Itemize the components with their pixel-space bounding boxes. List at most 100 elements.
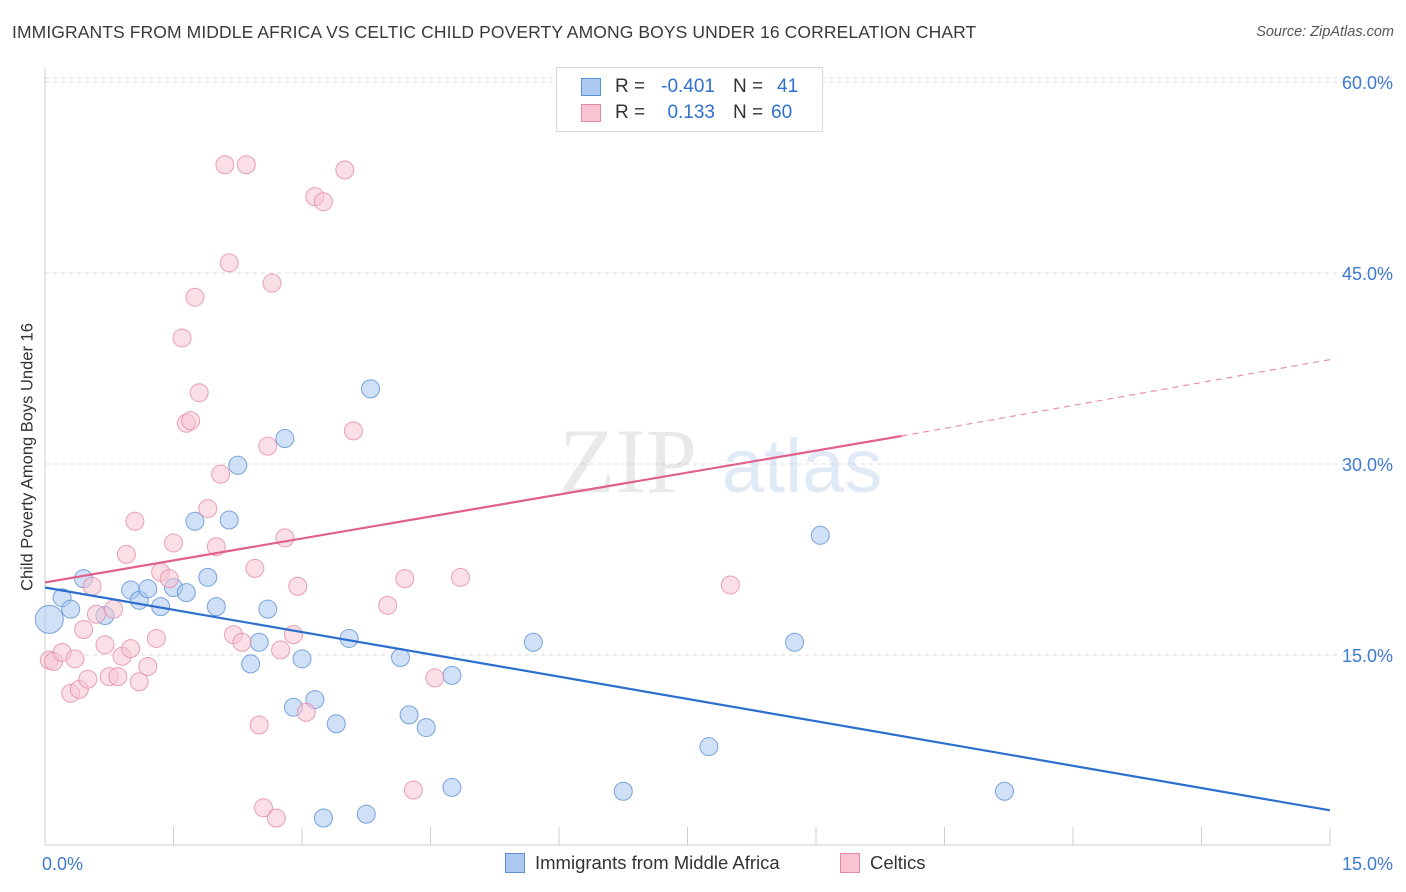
celtics-point xyxy=(720,575,740,595)
legend-n-label: N = xyxy=(733,102,764,123)
y-tick-label: 30.0% xyxy=(1342,455,1393,475)
bottom-legend-swatch-blue xyxy=(505,853,525,873)
celtics-point xyxy=(313,192,333,212)
celtics-point xyxy=(74,620,94,640)
middle-africa-point xyxy=(810,525,830,545)
celtics-point xyxy=(215,155,235,175)
celtics-point xyxy=(343,421,363,441)
celtics-point xyxy=(159,569,179,589)
correlation-legend: R = -0.401 N = 41 R = 0.133 N = 60 xyxy=(556,67,823,132)
middle-africa-point xyxy=(138,579,158,599)
middle-africa-point xyxy=(416,718,436,738)
middle-africa-point xyxy=(523,632,543,652)
celtics-point xyxy=(125,511,145,531)
celtics-point xyxy=(86,604,106,624)
celtics-point xyxy=(296,702,316,722)
celtics-point xyxy=(249,715,269,735)
middle-africa-point xyxy=(249,632,269,652)
x-tick-label: 15.0% xyxy=(1342,854,1393,874)
celtics-point xyxy=(172,328,192,348)
celtics-point xyxy=(275,528,295,548)
bottom-legend-label: Celtics xyxy=(870,852,926,873)
celtics-point xyxy=(198,499,218,519)
middle-africa-point xyxy=(356,804,376,824)
data-points xyxy=(34,155,1014,828)
axes xyxy=(44,68,1331,846)
middle-africa-point xyxy=(361,379,381,399)
celtics-point xyxy=(403,780,423,800)
celtics-point xyxy=(232,632,252,652)
celtics-point xyxy=(288,576,308,596)
trend-lines xyxy=(44,358,1331,812)
middle-africa-point xyxy=(241,654,261,674)
watermark-zip: ZIP xyxy=(559,410,697,512)
bottom-legend-middle-africa: Immigrants from Middle Africa xyxy=(505,852,780,874)
middle-africa-point xyxy=(219,510,239,530)
celtics-point xyxy=(65,649,85,669)
celtics-point xyxy=(181,411,201,431)
legend-n-label: N = xyxy=(733,76,764,97)
celtics-point xyxy=(116,544,136,564)
middle-africa-point xyxy=(994,781,1014,801)
legend-n-value: 60 xyxy=(771,102,793,123)
legend-r-value: -0.401 xyxy=(661,76,715,97)
celtics-point xyxy=(378,595,398,615)
middle-africa-point xyxy=(258,599,278,619)
x-tick-label: 0.0% xyxy=(42,854,83,874)
celtics-trend-line xyxy=(44,434,902,584)
celtics-point xyxy=(211,464,231,484)
tick-labels: 15.0% 30.0% 45.0% 60.0% 0.0% 15.0% xyxy=(42,73,1393,874)
celtics-point xyxy=(108,667,128,687)
celtics-point xyxy=(185,287,205,307)
legend-n-value: 41 xyxy=(777,76,799,97)
celtics-point xyxy=(82,576,102,596)
legend-r-label: R = xyxy=(615,76,646,97)
celtics-point xyxy=(266,808,286,828)
celtics-point xyxy=(253,798,273,818)
middle-africa-point xyxy=(275,429,295,449)
celtics-point xyxy=(78,669,98,689)
celtics-point xyxy=(95,635,115,655)
legend-r-value: 0.133 xyxy=(667,102,715,123)
celtics-point xyxy=(262,273,282,293)
celtics-point xyxy=(138,656,158,676)
celtics-point xyxy=(283,625,303,645)
celtics-point xyxy=(236,155,256,175)
celtics-point xyxy=(129,672,149,692)
middle-africa-point xyxy=(785,632,805,652)
chart-title: IMMIGRANTS FROM MIDDLE AFRICA VS CELTIC … xyxy=(12,22,977,42)
middle-africa-point xyxy=(613,781,633,801)
middle-africa-point xyxy=(176,583,196,603)
middle-africa-point xyxy=(228,455,248,475)
watermark-atlas: atlas xyxy=(722,424,883,509)
middle-africa-point xyxy=(442,665,462,685)
bottom-legend-label: Immigrants from Middle Africa xyxy=(535,852,780,873)
middle-africa-point xyxy=(292,649,312,669)
celtics-point xyxy=(219,253,239,273)
bottom-legend-celtics: Celtics xyxy=(840,852,926,874)
middle-africa-trend-line xyxy=(44,586,1331,812)
middle-africa-point xyxy=(185,511,205,531)
middle-africa-point xyxy=(198,567,218,587)
middle-africa-point xyxy=(442,777,462,797)
middle-africa-point xyxy=(313,808,333,828)
y-tick-label: 15.0% xyxy=(1342,646,1393,666)
celtics-point xyxy=(164,533,183,553)
middle-africa-point xyxy=(399,705,419,725)
source-label: Source: ZipAtlas.com xyxy=(1256,24,1394,40)
watermark: ZIP atlas xyxy=(559,410,882,512)
celtics-point xyxy=(425,668,445,688)
middle-africa-point xyxy=(206,597,226,617)
celtics-trend-extension xyxy=(901,358,1331,437)
y-tick-label: 45.0% xyxy=(1342,264,1393,284)
celtics-point xyxy=(335,160,355,180)
middle-africa-point xyxy=(326,714,346,734)
middle-africa-point xyxy=(34,604,64,634)
celtics-point xyxy=(146,628,166,648)
legend-swatch-pink xyxy=(581,104,601,122)
celtics-point xyxy=(258,436,278,456)
celtics-point xyxy=(121,639,141,659)
legend-r-label: R = xyxy=(615,102,646,123)
legend-swatch-blue xyxy=(581,78,601,96)
